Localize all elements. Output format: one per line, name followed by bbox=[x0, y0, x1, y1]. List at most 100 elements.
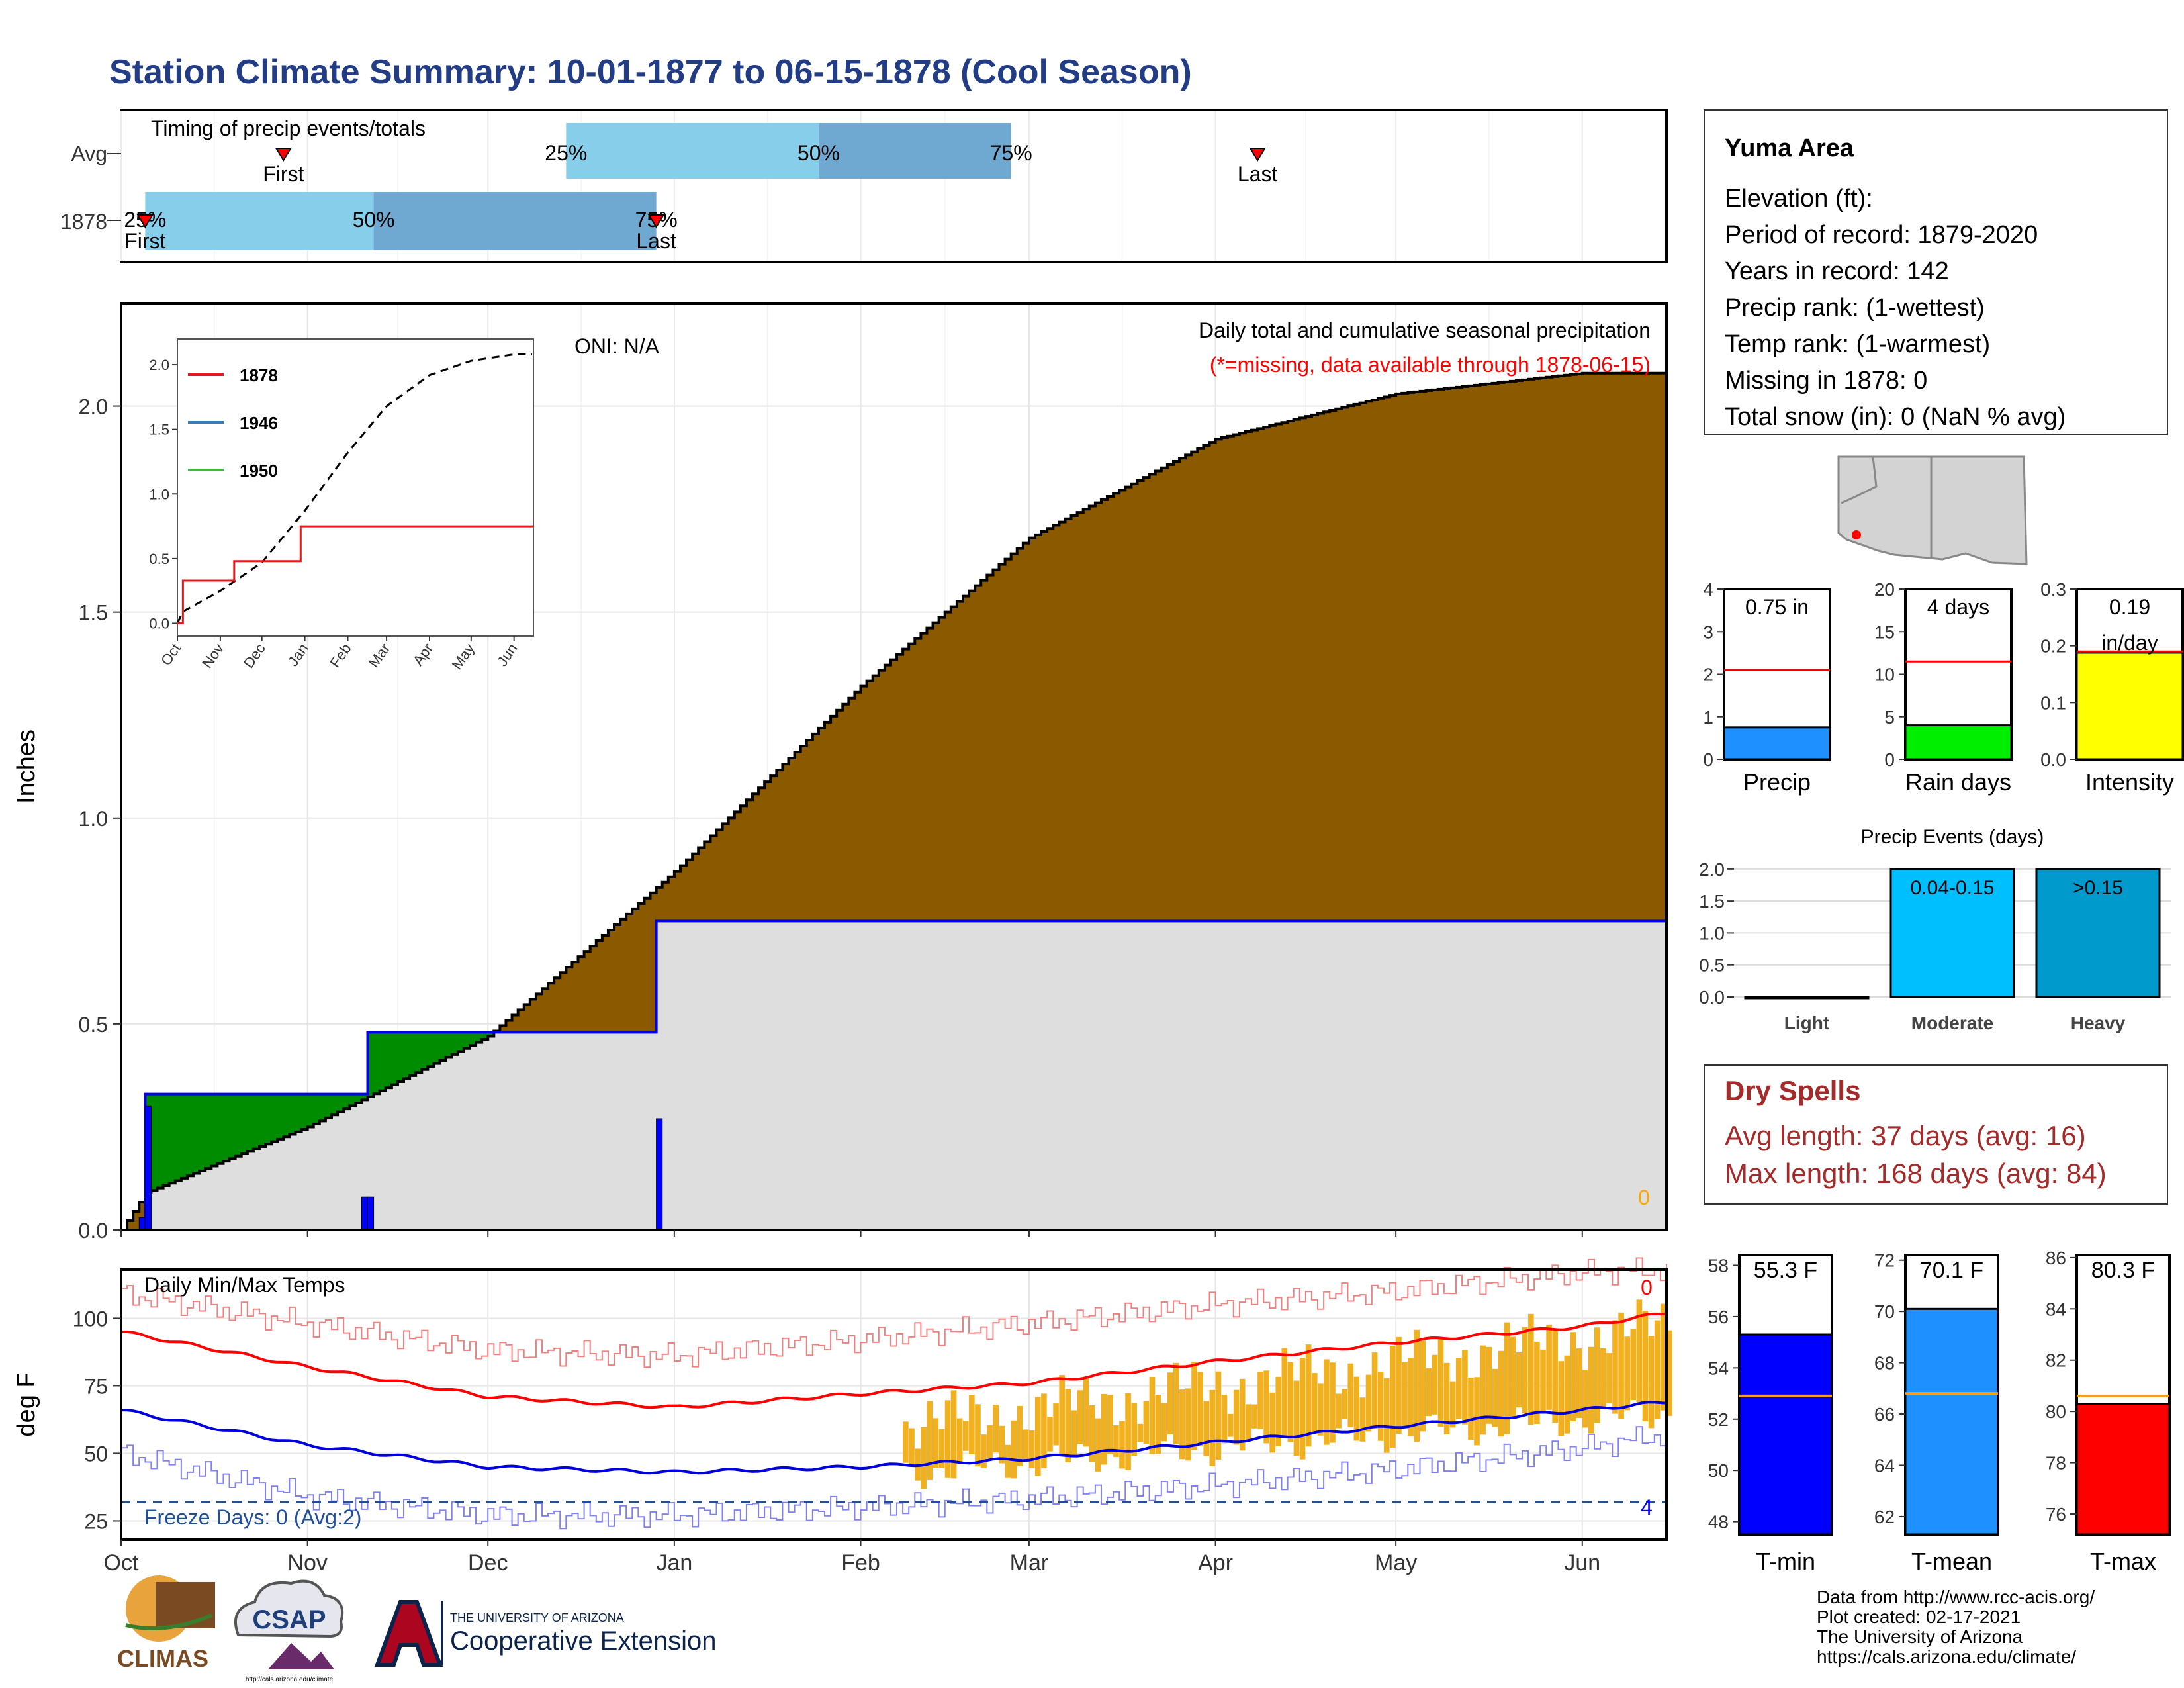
cumulative-difference-bar bbox=[271, 1094, 278, 1142]
timing-marker-last bbox=[1249, 148, 1266, 162]
daily-precip-bar bbox=[138, 1217, 146, 1231]
cumulative-difference-bar bbox=[289, 1094, 296, 1135]
cumulative-difference-bar bbox=[848, 698, 856, 921]
cumulative-difference-bar bbox=[1095, 502, 1102, 921]
cumulative-difference-bar bbox=[566, 967, 573, 1033]
cumulative-difference-bar bbox=[500, 1025, 507, 1033]
timing-marker-first bbox=[275, 148, 293, 162]
cumulative-difference-bar bbox=[632, 908, 639, 1033]
cumulative-difference-bar bbox=[944, 612, 952, 921]
daily-temp-range-bar bbox=[1324, 1359, 1330, 1445]
daily-temp-range-bar bbox=[1342, 1389, 1347, 1419]
daily-temp-range-bar bbox=[927, 1401, 933, 1480]
daily-temp-range-bar bbox=[1630, 1329, 1637, 1401]
temp-y-tick-label: 58 bbox=[1708, 1255, 1729, 1276]
daily-temp-range-bar bbox=[903, 1421, 909, 1463]
cumulative-difference-bar bbox=[1377, 398, 1385, 921]
dry-spells-avg: Avg length: 37 days (avg: 16) bbox=[1725, 1120, 2086, 1151]
cumulative-difference-bar bbox=[469, 1032, 477, 1046]
ua-logo-line1: THE UNIVERSITY OF ARIZONA bbox=[450, 1611, 624, 1624]
cumulative-difference-bar bbox=[1630, 373, 1637, 921]
cumulative-difference-bar bbox=[692, 853, 699, 921]
cumulative-difference-bar bbox=[584, 951, 591, 1033]
month-label: Feb bbox=[841, 1550, 880, 1575]
cumulative-difference-bar bbox=[1426, 390, 1433, 921]
daily-temp-range-bar bbox=[1047, 1417, 1053, 1452]
cumulative-difference-bar bbox=[1606, 373, 1613, 921]
precip-y-axis: 0.0 0.5 1.0 1.5 2.0 bbox=[79, 395, 1583, 1243]
temp-y-axis: 25 50 75 100 bbox=[73, 1307, 121, 1533]
cumulative-difference-bar bbox=[1179, 458, 1186, 921]
cumulative-difference-bar bbox=[1654, 373, 1661, 921]
cumulative-difference-bar bbox=[1642, 373, 1649, 921]
daily-temp-range-bar bbox=[1534, 1341, 1540, 1425]
daily-temp-range-bar bbox=[1570, 1332, 1576, 1421]
daily-temp-range-bar bbox=[1347, 1363, 1354, 1428]
temp-lines bbox=[120, 1257, 1672, 1530]
cumulative-difference-bar bbox=[1408, 392, 1415, 921]
precip-panel-subtitle: (*=missing, data available through 1878-… bbox=[1210, 353, 1651, 377]
mini-chart-0: 0 1 2 3 4 0.75 in Precip bbox=[1703, 579, 1831, 796]
cumulative-difference-bar bbox=[981, 580, 987, 921]
locator-map bbox=[1837, 455, 2028, 568]
cumulative-difference-bar bbox=[1588, 373, 1595, 921]
daily-temp-range-bar bbox=[1365, 1374, 1372, 1432]
cumulative-difference-bar bbox=[439, 1032, 447, 1061]
mini-label: Precip bbox=[1743, 769, 1811, 796]
cumulative-difference-bar bbox=[776, 770, 784, 921]
daily-temp-range-bar bbox=[1281, 1348, 1288, 1438]
cumulative-difference-bar bbox=[1113, 493, 1120, 921]
cumulative-difference-bar bbox=[1342, 407, 1349, 921]
map-state-shape bbox=[1837, 455, 2028, 565]
info-elevation: Elevation (ft): bbox=[1725, 185, 1873, 212]
daily-temp-range-bar bbox=[1377, 1372, 1384, 1441]
temp-y-tick-label: 70 bbox=[1874, 1301, 1895, 1322]
cumulative-difference-bar bbox=[903, 649, 909, 921]
cumulative-difference-bar bbox=[614, 924, 621, 1033]
daily-temp-range-bar bbox=[1648, 1336, 1655, 1429]
mini-y-tick-label: 0.0 bbox=[2040, 749, 2066, 770]
daily-temp-range-bar bbox=[1107, 1395, 1113, 1454]
month-label: Mar bbox=[1010, 1550, 1049, 1575]
cumulative-difference-bar bbox=[139, 1202, 146, 1230]
cumulative-difference-bar bbox=[416, 1032, 422, 1073]
mini-value-bar bbox=[1904, 724, 2013, 761]
events-category-label: Light bbox=[1784, 1013, 1829, 1033]
daily-temp-range-bar bbox=[1095, 1418, 1101, 1472]
precip-y-tick-label: 0.0 bbox=[79, 1219, 108, 1243]
month-label: Dec bbox=[468, 1550, 508, 1575]
cumulative-difference-bar bbox=[331, 1094, 338, 1115]
inset-y-tick-label: 1.5 bbox=[149, 422, 169, 438]
events-y-tick-label: 2.0 bbox=[1699, 859, 1725, 880]
temp-value-bar bbox=[1904, 1307, 1999, 1536]
temp-y-tick-label: 50 bbox=[1708, 1460, 1729, 1481]
daily-temp-range-bar bbox=[1023, 1429, 1029, 1460]
cumulative-difference-bar bbox=[909, 643, 915, 921]
daily-temp-range-bar bbox=[909, 1428, 915, 1466]
cumulative-difference-bar bbox=[1028, 538, 1036, 921]
mini-y-tick-label: 1 bbox=[1703, 707, 1713, 727]
daily-temp-range-bar bbox=[1624, 1336, 1630, 1411]
daily-temp-range-bar bbox=[962, 1421, 969, 1451]
info-period: Period of record: 1879-2020 bbox=[1725, 221, 2038, 249]
cumulative-difference-bar bbox=[379, 1032, 387, 1091]
daily-temp-range-bar bbox=[1287, 1362, 1294, 1442]
inset-y-tick-label: 0.0 bbox=[149, 615, 169, 632]
daily-temp-range-bar bbox=[1275, 1376, 1282, 1446]
daily-temp-range-bar bbox=[1330, 1362, 1336, 1443]
daily-temp-range-bar bbox=[1612, 1320, 1618, 1414]
inset-y-tick-label: 2.0 bbox=[149, 357, 169, 373]
cumulative-difference-bar bbox=[638, 903, 645, 1033]
cumulative-difference-bar bbox=[626, 914, 633, 1033]
info-missing: Missing in 1878: 0 bbox=[1725, 367, 1927, 395]
cumulative-difference-bar bbox=[933, 622, 940, 921]
cumulative-difference-bar bbox=[1437, 389, 1445, 921]
cumulative-difference-bar bbox=[1281, 422, 1289, 921]
daily-temp-range-bar bbox=[1137, 1423, 1144, 1442]
cumulative-difference-bar bbox=[1492, 383, 1499, 921]
daily-temp-range-bar bbox=[1383, 1378, 1390, 1453]
csap-logo-cloud bbox=[234, 1579, 344, 1638]
precip-y-tick-label: 2.0 bbox=[79, 395, 108, 419]
daily-temp-range-bar bbox=[1293, 1380, 1300, 1456]
temp-y-tick-label: 86 bbox=[2046, 1248, 2066, 1268]
